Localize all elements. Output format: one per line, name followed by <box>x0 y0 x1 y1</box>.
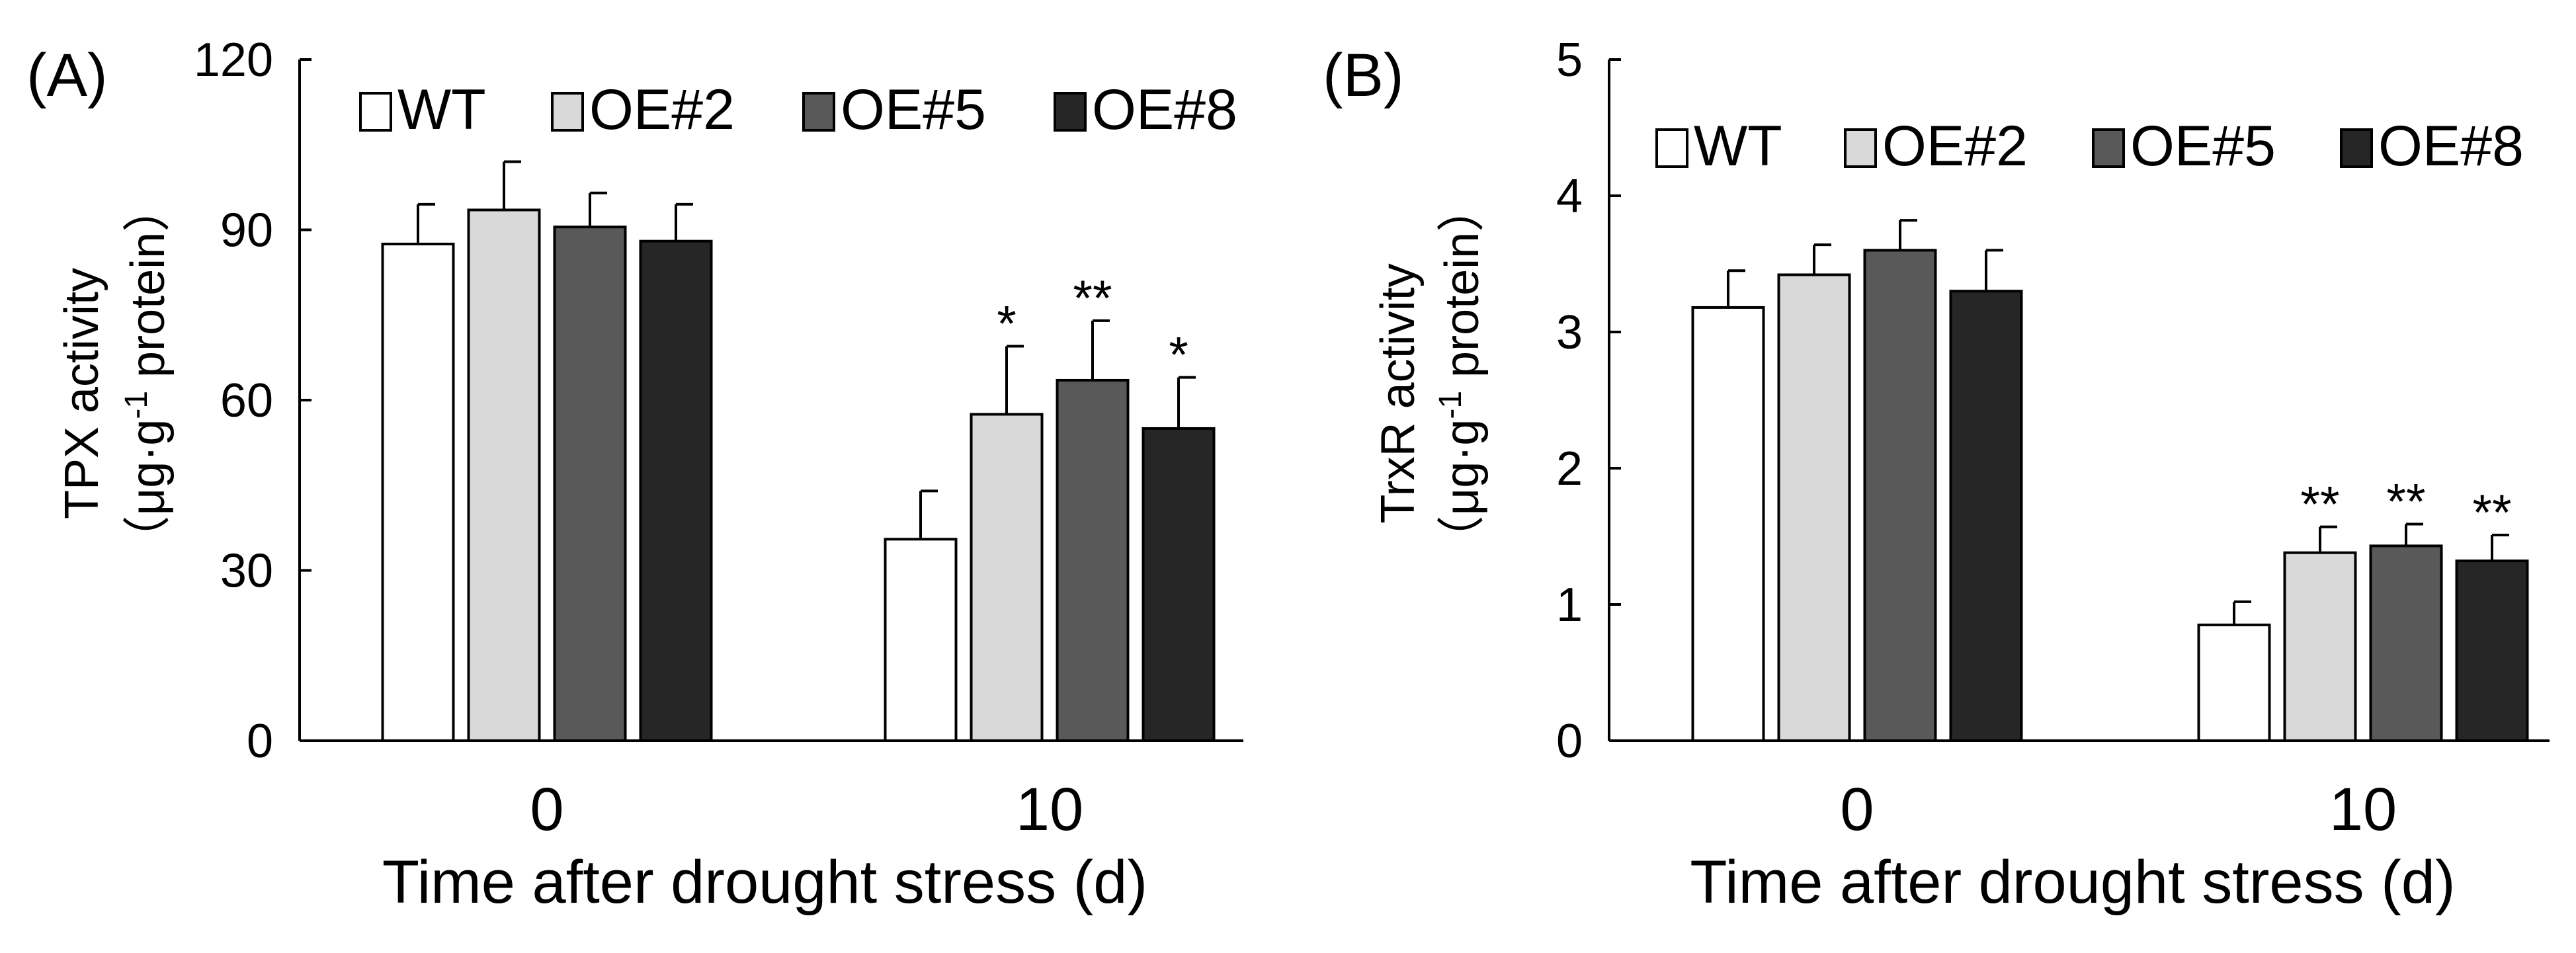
bar <box>553 226 627 743</box>
legend-label: OE#5 <box>2130 114 2276 178</box>
bar <box>2455 559 2529 743</box>
y-tick-label: 2 <box>1556 442 1583 495</box>
significance-marker: ** <box>1073 270 1112 327</box>
legend-swatch <box>1655 128 1688 168</box>
unit-text-end: protein） <box>122 185 175 391</box>
bar <box>1142 427 1216 743</box>
unit-superscript: -1 <box>1433 391 1468 419</box>
bar <box>1777 273 1851 743</box>
legend-label: WT <box>397 78 486 142</box>
y-tick-label: 120 <box>194 34 273 87</box>
significance-marker: ** <box>2472 485 2511 541</box>
x-axis-label: Time after drought stress (d) <box>382 849 1147 916</box>
y-tick-label: 90 <box>220 204 273 257</box>
unit-text-end: protein） <box>1436 185 1489 391</box>
y-axis-unit-label: （μg·g-1 protein） <box>1433 185 1489 563</box>
bar <box>467 208 541 743</box>
bar <box>1056 378 1130 742</box>
significance-marker: ** <box>2386 474 2425 530</box>
legend-label: OE#5 <box>841 78 986 142</box>
bar <box>884 538 958 743</box>
significance-marker: ** <box>2300 477 2339 533</box>
legend-label: OE#2 <box>589 78 735 142</box>
x-axis-label: Time after drought stress (d) <box>1690 849 2455 916</box>
y-tick-label: 4 <box>1556 170 1583 223</box>
unit-superscript: -1 <box>119 391 154 419</box>
y-tick-label: 3 <box>1556 306 1583 359</box>
bar <box>970 413 1044 742</box>
bar <box>1949 290 2023 742</box>
x-tick-label: 0 <box>530 776 563 843</box>
legend-swatch <box>2092 128 2125 168</box>
legend-label: OE#2 <box>1882 114 2028 178</box>
bar <box>2283 551 2357 742</box>
y-tick-label: 5 <box>1556 34 1583 87</box>
bar <box>639 239 713 742</box>
legend-label: OE#8 <box>1092 78 1237 142</box>
y-tick-label: 0 <box>247 715 273 768</box>
legend-swatch <box>2340 128 2373 168</box>
significance-marker: * <box>1169 327 1188 384</box>
legend-swatch <box>359 92 392 132</box>
y-axis-unit-label: （μg·g-1 protein） <box>119 185 175 563</box>
legend-label: WT <box>1694 114 1782 178</box>
legend-swatch <box>1054 92 1087 132</box>
legend-label: OE#8 <box>2378 114 2524 178</box>
x-tick-label: 10 <box>2329 776 2397 843</box>
y-tick-label: 60 <box>220 374 273 427</box>
y-axis-label: TrxR activity <box>1372 263 1425 523</box>
bar <box>1691 306 1765 743</box>
panel-label: (A) <box>26 42 108 109</box>
legend-swatch <box>1844 128 1877 168</box>
y-tick-label: 30 <box>220 545 273 598</box>
legend-swatch <box>802 92 835 132</box>
y-tick-label: 1 <box>1556 579 1583 632</box>
panel-label: (B) <box>1323 42 1404 109</box>
bar <box>381 242 455 743</box>
chart-trxr-activity: (B) 0 1 2 3 4 5 TrxR activity （μg·g-1 protein） 0 1… <box>1323 34 2550 916</box>
y-tick-label: 0 <box>1556 715 1583 768</box>
legend-swatch <box>551 92 584 132</box>
unit-text: （μg·g <box>122 419 175 563</box>
bar <box>1863 249 1937 742</box>
y-axis-label: TPX activity <box>56 268 108 519</box>
x-tick-label: 0 <box>1840 776 1874 843</box>
x-tick-label: 10 <box>1016 776 1083 843</box>
bar <box>2197 623 2271 743</box>
significance-marker: * <box>997 296 1017 352</box>
unit-text: （μg·g <box>1436 419 1489 563</box>
bar <box>2369 544 2443 742</box>
